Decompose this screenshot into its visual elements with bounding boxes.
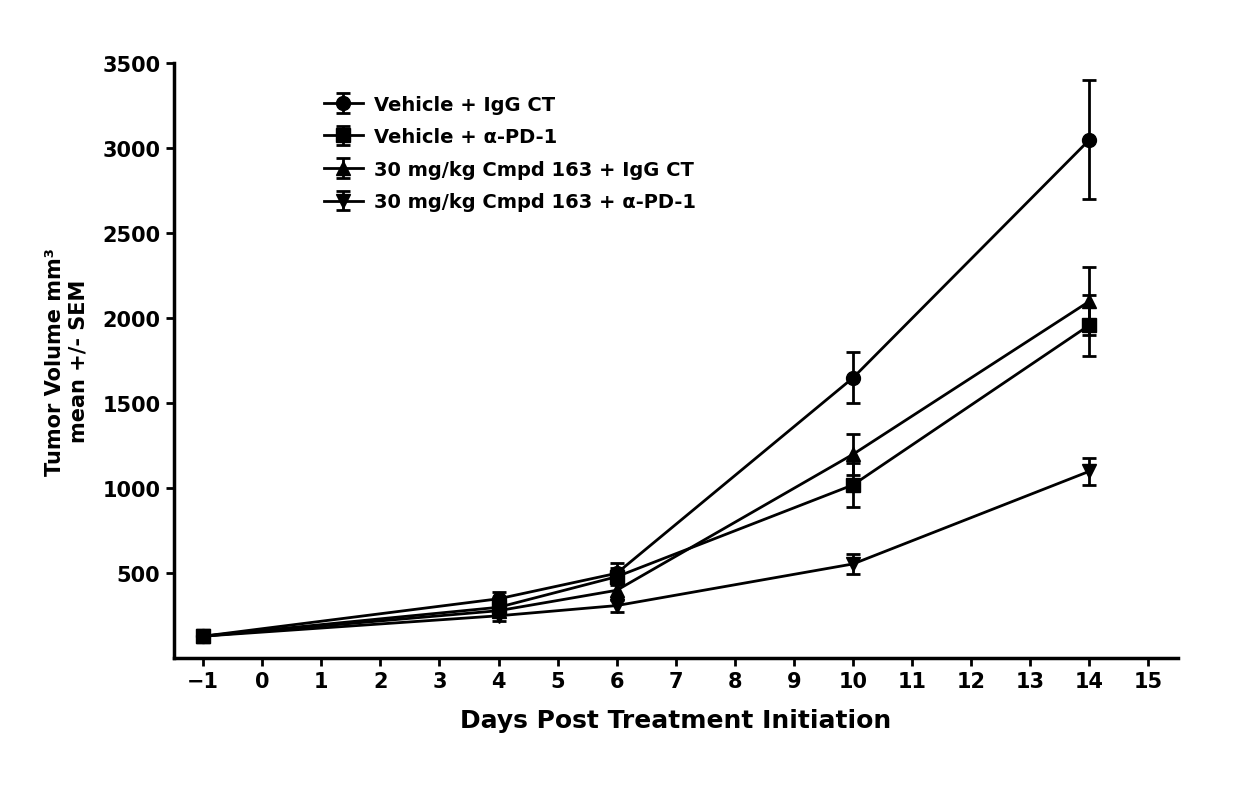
Legend: Vehicle + IgG CT, Vehicle + α-PD-1, 30 mg/kg Cmpd 163 + IgG CT, 30 mg/kg Cmpd 16: Vehicle + IgG CT, Vehicle + α-PD-1, 30 m… — [314, 86, 706, 222]
X-axis label: Days Post Treatment Initiation: Days Post Treatment Initiation — [460, 708, 892, 732]
Y-axis label: Tumor Volume mm³
mean +/- SEM: Tumor Volume mm³ mean +/- SEM — [45, 247, 88, 475]
